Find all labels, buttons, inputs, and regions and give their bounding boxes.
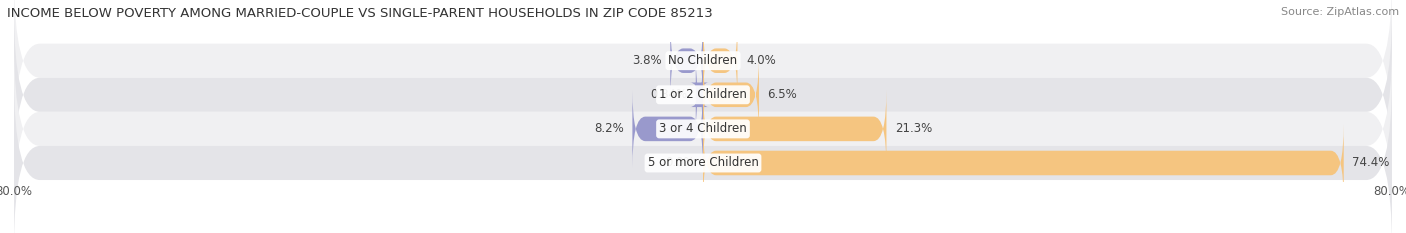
Text: 0.84%: 0.84% <box>650 88 688 101</box>
FancyBboxPatch shape <box>633 90 703 168</box>
Legend: Married Couples, Single Parents: Married Couples, Single Parents <box>583 230 823 233</box>
Text: 74.4%: 74.4% <box>1353 157 1389 169</box>
FancyBboxPatch shape <box>690 56 709 134</box>
Text: 21.3%: 21.3% <box>896 122 932 135</box>
Text: Source: ZipAtlas.com: Source: ZipAtlas.com <box>1281 7 1399 17</box>
FancyBboxPatch shape <box>14 44 1392 214</box>
FancyBboxPatch shape <box>703 90 886 168</box>
Text: INCOME BELOW POVERTY AMONG MARRIED-COUPLE VS SINGLE-PARENT HOUSEHOLDS IN ZIP COD: INCOME BELOW POVERTY AMONG MARRIED-COUPL… <box>7 7 713 20</box>
FancyBboxPatch shape <box>14 0 1392 146</box>
Text: 8.2%: 8.2% <box>593 122 624 135</box>
Text: No Children: No Children <box>668 54 738 67</box>
Text: 5 or more Children: 5 or more Children <box>648 157 758 169</box>
Text: 3.8%: 3.8% <box>633 54 662 67</box>
Text: 4.0%: 4.0% <box>747 54 776 67</box>
Text: 3 or 4 Children: 3 or 4 Children <box>659 122 747 135</box>
Text: 1 or 2 Children: 1 or 2 Children <box>659 88 747 101</box>
FancyBboxPatch shape <box>703 22 738 99</box>
Text: 6.5%: 6.5% <box>768 88 797 101</box>
FancyBboxPatch shape <box>14 10 1392 180</box>
FancyBboxPatch shape <box>703 56 759 134</box>
FancyBboxPatch shape <box>671 22 703 99</box>
FancyBboxPatch shape <box>14 78 1392 233</box>
FancyBboxPatch shape <box>703 124 1344 202</box>
Text: 0.0%: 0.0% <box>665 157 695 169</box>
